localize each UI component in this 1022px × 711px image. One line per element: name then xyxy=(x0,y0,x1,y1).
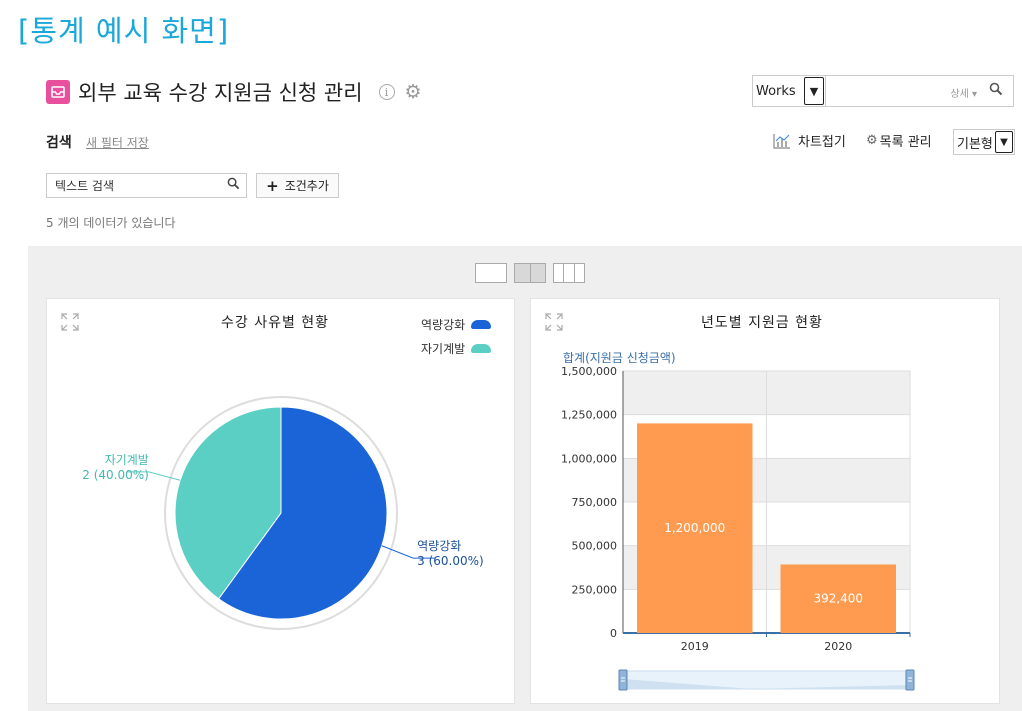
chevron-down-icon[interactable]: ▼ xyxy=(995,131,1013,153)
y-tick-label: 500,000 xyxy=(572,540,618,553)
chart-fold-button[interactable]: 차트접기 xyxy=(773,131,846,150)
app-select-value: Works xyxy=(756,83,796,99)
legend-label: 역량강화 xyxy=(421,317,466,332)
pie-chart-title: 수강 사유별 현황 xyxy=(221,315,330,331)
bar-chart-title: 년도별 지원금 현황 xyxy=(701,315,823,331)
app-title-row: 외부 교육 수강 지원금 신청 관리 i ⚙ xyxy=(46,76,422,108)
x-tick-label: 2020 xyxy=(824,640,852,653)
info-icon[interactable]: i xyxy=(378,84,395,100)
bar-value-label: 392,400 xyxy=(813,592,863,606)
legend-item[interactable]: 역량강화 xyxy=(421,312,492,336)
layout-two-column-button[interactable] xyxy=(514,263,546,283)
add-condition-label: 조건추가 xyxy=(284,179,329,193)
expand-icon[interactable] xyxy=(61,313,79,331)
result-count: 5 개의 데이터가 있습니다 xyxy=(46,216,176,230)
pie-slice-0[interactable] xyxy=(217,406,388,620)
y-tick-label: 1,000,000 xyxy=(561,452,617,465)
chart-icon xyxy=(773,133,790,149)
layout-one-column-button[interactable] xyxy=(475,263,507,283)
chart-fold-label: 차트접기 xyxy=(798,135,846,150)
y-tick-label: 250,000 xyxy=(572,583,618,596)
app-title: 외부 교육 수강 지원금 신청 관리 xyxy=(78,81,363,105)
search-label: 검색 xyxy=(46,135,72,151)
text-search-placeholder: 텍스트 검색 xyxy=(55,179,115,193)
range-handle[interactable] xyxy=(618,669,628,691)
list-manage-label: 목록 관리 xyxy=(879,135,932,150)
pie-data-value-label: 2 (40.00%) xyxy=(82,468,149,482)
y-tick-label: 1,500,000 xyxy=(561,365,617,378)
search-icon[interactable] xyxy=(989,82,1003,100)
chevron-down-icon[interactable]: ▼ xyxy=(804,77,824,105)
view-type-select[interactable]: 기본형 ▼ xyxy=(953,129,1015,155)
view-type-value: 기본형 xyxy=(957,136,993,152)
pie-data-value-label: 3 (60.00%) xyxy=(417,554,484,568)
search-detail-toggle[interactable]: 상세 ▾ xyxy=(950,89,977,100)
bar-series-name: 합계(지원금 신청금액) xyxy=(563,351,676,365)
y-tick-label: 1,250,000 xyxy=(561,409,617,422)
pie-legend: 역량강화 자기계발 xyxy=(421,312,492,360)
text-search-input[interactable]: 텍스트 검색 xyxy=(46,173,247,198)
legend-swatch xyxy=(471,319,492,329)
gear-small-icon: ⚙ xyxy=(866,133,878,148)
range-navigator[interactable] xyxy=(618,669,915,691)
app-select[interactable]: Works ▼ xyxy=(752,75,826,107)
page-caption: [통계 예시 화면] xyxy=(18,14,230,48)
chart-layout-switcher xyxy=(475,263,585,283)
bar-chart: 합계(지원금 신청금액) 0 250,000 500,000 750,000 1,000,… xyxy=(561,351,915,691)
gear-icon[interactable]: ⚙ xyxy=(404,80,422,103)
pie-chart-card: 수강 사유별 현황 역량강화 자기계발 역량강화 3 (60.00%) 자기계발 2 … xyxy=(46,298,515,704)
top-search-input[interactable]: 상세 ▾ xyxy=(826,75,1014,107)
bar-2020[interactable] xyxy=(780,564,897,633)
y-tick-label: 750,000 xyxy=(572,496,618,509)
save-filter-link[interactable]: 새 필터 저장 xyxy=(86,136,149,150)
bar-chart-card: 년도별 지원금 현황 합계(지원금 신청금액) 0 250,000 500,000 75… xyxy=(530,298,1000,704)
legend-item[interactable]: 자기계발 xyxy=(421,336,492,360)
list-manage-button[interactable]: ⚙ 목록 관리 xyxy=(866,131,932,150)
bar-value-label: 1,200,000 xyxy=(664,521,725,535)
range-handle[interactable] xyxy=(905,669,915,691)
x-tick-label: 2019 xyxy=(681,640,709,653)
y-tick-label: 0 xyxy=(610,627,617,640)
pie-leader-line xyxy=(126,471,181,481)
plus-icon: + xyxy=(266,176,279,195)
add-condition-button[interactable]: + 조건추가 xyxy=(256,173,339,198)
pie-leader-line xyxy=(381,545,436,559)
pie-data-label: 자기계발 xyxy=(105,453,149,467)
app-inbox-icon xyxy=(46,80,70,104)
legend-swatch xyxy=(471,343,492,353)
layout-three-column-button[interactable] xyxy=(553,263,585,283)
legend-label: 자기계발 xyxy=(421,341,466,356)
range-navigator-preview xyxy=(623,679,910,689)
bar-2019[interactable] xyxy=(637,423,753,633)
expand-icon[interactable] xyxy=(545,313,563,331)
pie-data-label: 역량강화 xyxy=(417,539,461,553)
search-icon[interactable] xyxy=(227,177,240,194)
